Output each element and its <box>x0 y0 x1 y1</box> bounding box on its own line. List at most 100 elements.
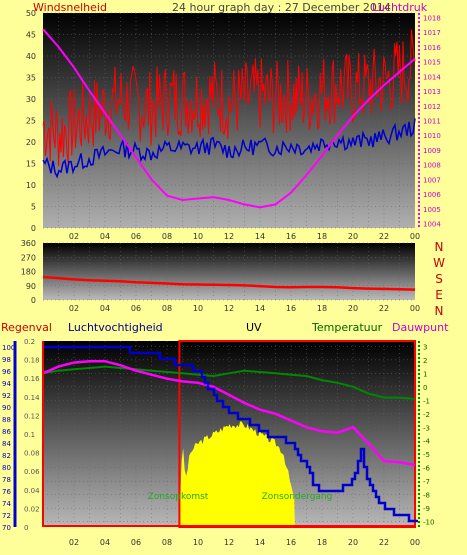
uv-tick-0.08: 0.08 <box>24 450 40 458</box>
p3-tick-22: 22 <box>379 538 389 547</box>
temperature-axis: 3 2 1 0 -1 -2 -3 -4 -5 -6 -7 -8 -9 -10 <box>418 341 434 527</box>
humidity-tick-70: 70 <box>2 524 11 532</box>
humidity-uv-temperature-panel: Zonsopkomst Zonsondergang 70 72 74 76 78 80 82… <box>2 338 434 547</box>
pressure-tick-1011: 1011 <box>423 118 441 126</box>
uv-tick-0.12: 0.12 <box>24 412 40 420</box>
p2-tick-22: 22 <box>379 304 389 313</box>
uv-title: UV <box>246 321 262 334</box>
uv-tick-0.18: 0.18 <box>24 357 40 365</box>
temperature-tick--4: -4 <box>423 438 431 446</box>
p2-tick-02: 02 <box>69 304 79 313</box>
pressure-tick-1008: 1008 <box>423 162 441 170</box>
p1-tick-06: 06 <box>131 232 141 241</box>
p2-tick-16: 16 <box>286 304 296 313</box>
compass-n-top: N <box>435 240 444 254</box>
humidity-tick-100: 100 <box>2 344 15 352</box>
p1-tick-20: 20 <box>348 232 358 241</box>
compass-n-bottom: N <box>435 304 444 318</box>
temperature-tick--9: -9 <box>423 505 430 513</box>
humidity-tick-80: 80 <box>2 464 11 472</box>
uv-tick-0.06: 0.06 <box>24 468 40 476</box>
uv-tick-0.02: 0.02 <box>24 505 40 513</box>
p2-tick-06: 06 <box>131 304 141 313</box>
p2-tick-04: 04 <box>100 304 110 313</box>
wind-direction-line <box>42 275 416 291</box>
temperature-tick--8: -8 <box>423 492 430 500</box>
humidity-axis: 70 72 74 76 78 80 82 84 86 88 90 92 94 96 98 100 <box>2 344 15 532</box>
temperature-tick--7: -7 <box>423 478 430 486</box>
temperature-line <box>42 365 416 400</box>
temperature-title: Temperatuur <box>311 321 383 334</box>
wind-gust-series <box>42 29 416 167</box>
temperature-tick--6: -6 <box>423 465 431 473</box>
humidity-tick-98: 98 <box>2 356 11 364</box>
p1-tick-18: 18 <box>317 232 327 241</box>
p2-tick-00: 00 <box>410 304 420 313</box>
wind-direction-panel: 0 90 180 270 360 02 04 06 08 10 12 14 16 18 20 22 00 N … <box>21 239 445 318</box>
humidity-line <box>43 345 418 523</box>
humidity-tick-86: 86 <box>2 428 11 436</box>
pressure-tick-1007: 1007 <box>423 176 441 184</box>
uv-tick-0.1: 0.1 <box>24 431 35 439</box>
p2-tick-12: 12 <box>224 304 234 313</box>
pressure-tick-1013: 1013 <box>423 88 441 96</box>
compass-w: W <box>433 256 445 270</box>
panel3-time-axis: 02 04 06 08 10 12 14 16 18 20 22 00 <box>69 538 420 547</box>
p3-tick-04: 04 <box>100 538 110 547</box>
wind-tick-0: 0 <box>31 224 36 233</box>
uv-tick-0.2: 0.2 <box>24 338 35 346</box>
pressure-axis: 1004 1005 1006 1007 1008 1009 1010 1011 1012 1013… <box>418 13 441 229</box>
p3-tick-14: 14 <box>255 538 265 547</box>
temperature-tick-1: 1 <box>423 370 427 378</box>
wind-speed-title: Windsnelheid <box>33 1 107 14</box>
pressure-tick-1016: 1016 <box>423 44 441 52</box>
p2-tick-20: 20 <box>348 304 358 313</box>
p1-tick-02: 02 <box>69 232 79 241</box>
p3-tick-20: 20 <box>348 538 358 547</box>
direction-tick-270: 270 <box>21 253 36 262</box>
p1-tick-08: 08 <box>162 232 172 241</box>
humidity-tick-94: 94 <box>2 380 11 388</box>
pressure-tick-1018: 1018 <box>423 14 441 22</box>
direction-axis: 0 90 180 270 360 <box>21 239 36 305</box>
p2-tick-14: 14 <box>255 304 265 313</box>
wind-gust-line <box>42 29 416 167</box>
temperature-tick--10: -10 <box>423 519 434 527</box>
humidity-tick-96: 96 <box>2 368 11 376</box>
wind-tick-30: 30 <box>26 95 36 104</box>
uv-tick-0.14: 0.14 <box>24 394 40 402</box>
humidity-tick-82: 82 <box>2 452 11 460</box>
p3-tick-02: 02 <box>69 538 79 547</box>
direction-tick-360: 360 <box>21 239 36 248</box>
temperature-tick-2: 2 <box>423 357 427 365</box>
p1-tick-10: 10 <box>193 232 203 241</box>
rain-title: Regenval <box>1 321 52 334</box>
humidity-title: Luchtvochtigheid <box>68 321 163 334</box>
temperature-tick--1: -1 <box>423 397 430 405</box>
pressure-tick-1014: 1014 <box>423 73 441 81</box>
p3-tick-00: 00 <box>410 538 420 547</box>
pressure-title: Luchtdruk <box>372 1 428 14</box>
p3-tick-10: 10 <box>193 538 203 547</box>
compass-labels: N W S E N <box>433 240 445 318</box>
uv-tick-0.16: 0.16 <box>24 375 40 383</box>
p1-tick-22: 22 <box>379 232 389 241</box>
graph-title: 24 hour graph day : 27 December 2014 <box>172 1 391 14</box>
p1-tick-00: 00 <box>410 232 420 241</box>
pressure-line <box>42 28 416 209</box>
humidity-tick-72: 72 <box>2 512 11 520</box>
wind-tick-45: 45 <box>26 31 36 40</box>
wind-tick-10: 10 <box>26 181 36 190</box>
wind-tick-25: 25 <box>26 117 36 126</box>
wind-tick-50: 50 <box>26 9 36 18</box>
p1-tick-04: 04 <box>100 232 110 241</box>
humidity-tick-92: 92 <box>2 392 11 400</box>
p1-tick-14: 14 <box>255 232 265 241</box>
wind-average-line <box>42 118 416 179</box>
temperature-tick--5: -5 <box>423 451 430 459</box>
p3-tick-06: 06 <box>131 538 141 547</box>
p3-tick-16: 16 <box>286 538 296 547</box>
humidity-tick-90: 90 <box>2 404 11 412</box>
